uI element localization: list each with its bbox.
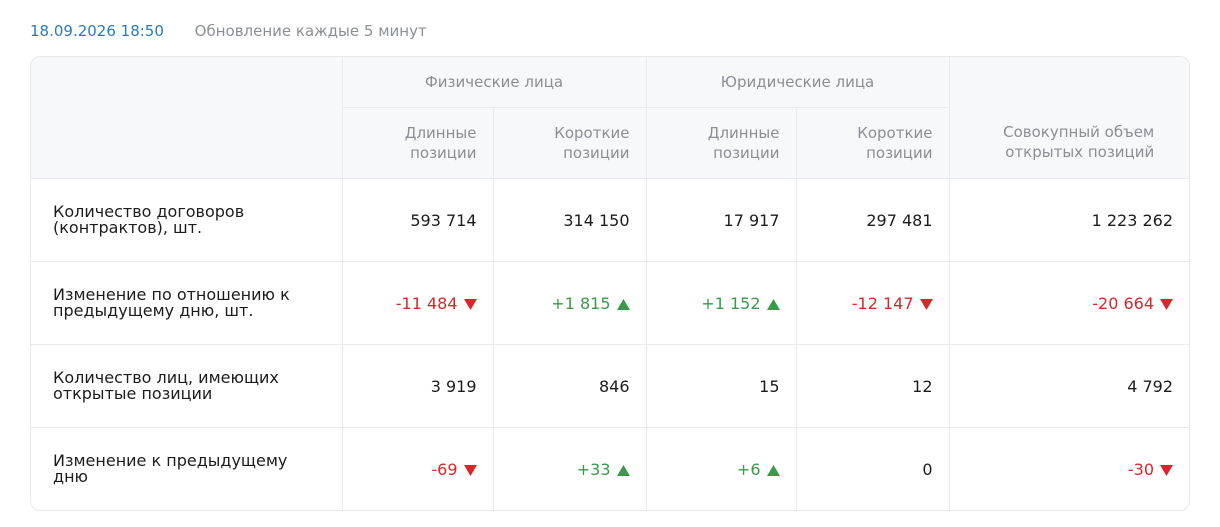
value: +1 815 (551, 293, 611, 313)
corner (31, 57, 343, 179)
value-cell: 593 714 (341, 178, 494, 262)
arrow-shape (463, 298, 477, 310)
column-row: Длинные позиции Короткие позиции Длинные п… (31, 107, 1189, 179)
value-cell: +33 (492, 427, 647, 510)
arrow-shape (766, 298, 780, 310)
value: 4 792 (1127, 376, 1173, 396)
value: +6 (736, 459, 761, 479)
value-cell: -30 (948, 427, 1189, 510)
value-cell: 297 481 (795, 178, 950, 262)
value: 0 (922, 459, 933, 479)
row-label: Количество лиц, имеющих открытые позиции (53, 368, 279, 403)
value-cell: 3 919 (341, 344, 494, 428)
value: 846 (598, 376, 630, 396)
value-cell: 15 (645, 344, 797, 428)
value: -12 147 (851, 293, 914, 313)
value-cell: 846 (492, 344, 647, 428)
arrow-shape (766, 464, 780, 476)
column-header: Короткие позиции (492, 107, 647, 179)
column-header-text: Короткие позиции (554, 124, 630, 162)
arrow-shape (616, 298, 630, 310)
value: 297 481 (866, 210, 933, 230)
table-container: Физические лица Юридические лица Совокуп… (30, 56, 1190, 511)
data-row: Количество лиц, имеющих открытые позиции… (31, 344, 1189, 428)
update-note: Обновление каждые 5 минут (194, 22, 427, 40)
value-cell: -11 484 (341, 261, 494, 345)
value-cell: 12 (795, 344, 950, 428)
value-cell: 0 (795, 427, 950, 510)
down-arrow (1160, 464, 1173, 476)
row-label-cell: Изменение по отношению к предыдущему дню… (31, 261, 343, 345)
value: 3 919 (430, 376, 477, 396)
down-arrow (463, 464, 477, 476)
up-arrow (616, 464, 630, 476)
arrow-shape (616, 464, 630, 476)
value-cell: -12 147 (795, 261, 950, 345)
row-label-cell: Количество договоров (контрактов), шт. (31, 178, 343, 262)
row-label: Изменение к предыдущему дню (53, 451, 288, 486)
row-label-cell: Количество лиц, имеющих открытые позиции (31, 344, 343, 428)
value: 15 (759, 376, 780, 396)
down-arrow (1160, 298, 1173, 310)
group-row: Физические лица Юридические лица Совокуп… (31, 57, 1189, 179)
data-row: Количество договоров (контрактов), шт. 59… (31, 178, 1189, 262)
value: 593 714 (410, 210, 477, 230)
column-header: Короткие позиции (795, 107, 949, 179)
value-cell: 4 792 (948, 344, 1189, 428)
arrow-shape (919, 298, 933, 310)
value: -69 (431, 459, 458, 479)
total-header: Совокупный объем открытых позиций (948, 57, 1189, 179)
group-header: Физические лица (341, 57, 647, 108)
column-header-text: Длинные позиции (404, 124, 477, 162)
positions-table: Физические лица Юридические лица Совокуп… (31, 57, 1189, 510)
value-cell: 314 150 (492, 178, 647, 262)
up-arrow (616, 298, 630, 310)
column-header-text: Длинные позиции (707, 124, 780, 162)
value-cell: 17 917 (645, 178, 797, 262)
value: -20 664 (1092, 293, 1154, 313)
column-header: Длинные позиции (342, 107, 494, 179)
arrow-shape (463, 464, 477, 476)
up-arrow (766, 298, 780, 310)
value: +33 (576, 459, 611, 479)
group-header: Юридические лица (645, 57, 950, 108)
value-cell: 1 223 262 (948, 178, 1189, 262)
status-bar: 18.09.2026 18:50 Обновление каждые 5 мин… (30, 22, 427, 40)
value: 12 (912, 376, 933, 396)
value-cell: -20 664 (948, 261, 1189, 345)
value-cell: +1 815 (492, 261, 647, 345)
column-header-text: Короткие позиции (857, 124, 933, 162)
row-label: Количество договоров (контрактов), шт. (53, 202, 245, 237)
value: 17 917 (723, 210, 780, 230)
value: +1 152 (701, 293, 761, 313)
row-label-cell: Изменение к предыдущему дню (31, 427, 343, 510)
date: 18.09.2026 18:50 (30, 22, 164, 40)
value-cell: +6 (645, 427, 797, 510)
value-cell: -69 (341, 427, 494, 510)
row-label: Изменение по отношению к предыдущему дню… (53, 285, 290, 320)
column-header: Длинные позиции (645, 107, 797, 179)
arrow-shape (1160, 464, 1173, 476)
down-arrow (463, 298, 477, 310)
value: -11 484 (395, 293, 458, 313)
total-header-text: Совокупный объем открытых позиций (1003, 123, 1155, 161)
up-arrow (766, 464, 780, 476)
value-cell: +1 152 (645, 261, 797, 345)
data-row: Изменение по отношению к предыдущему дню… (31, 261, 1189, 345)
down-arrow (919, 298, 933, 310)
value: -30 (1127, 459, 1154, 479)
data-row: Изменение к предыдущему дню -69 +33 +6 0 -30 (31, 427, 1189, 510)
value: 314 150 (563, 210, 630, 230)
value: 1 223 262 (1091, 210, 1173, 230)
table-body: Количество договоров (контрактов), шт. 59… (31, 178, 1189, 510)
arrow-shape (1160, 298, 1173, 310)
